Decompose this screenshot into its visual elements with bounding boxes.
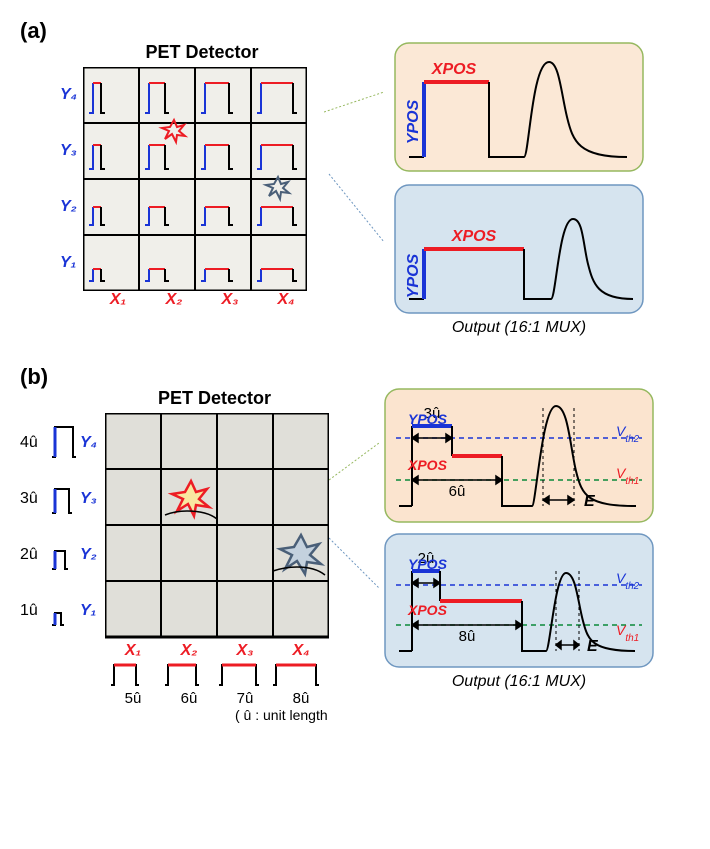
svg-text:Y₁: Y₁ bbox=[80, 602, 96, 619]
svg-text:4û: 4û bbox=[20, 434, 38, 451]
svg-text:YPOS: YPOS bbox=[408, 411, 448, 427]
svg-text:X₃: X₃ bbox=[236, 642, 254, 659]
x-label: X₃ bbox=[202, 291, 258, 309]
y-label: Y₁ bbox=[60, 254, 77, 272]
xpos-label: XPOS bbox=[451, 228, 497, 245]
output-caption-b: Output (16:1 MUX) bbox=[384, 674, 654, 690]
output-waveform-b-bot: 2û 8û E YPOS XPOS Vth2 Vth1 bbox=[384, 533, 654, 668]
svg-text:2û: 2û bbox=[20, 546, 38, 563]
x-label: X₂ bbox=[146, 291, 202, 309]
svg-text:Y₄: Y₄ bbox=[80, 434, 97, 451]
y-label: Y₃ bbox=[60, 142, 77, 160]
ypos-label: YPOS bbox=[405, 253, 422, 298]
y-label: Y₄ bbox=[60, 86, 77, 104]
panel-b-title: PET Detector bbox=[100, 388, 329, 409]
unit-legend: ( û : unit length ) bbox=[235, 707, 329, 723]
svg-text:8û: 8û bbox=[459, 628, 476, 645]
panel-a-outputs: XPOS YPOS XPOS YPOS Output (16:1 MUX) bbox=[394, 42, 644, 336]
output-waveform-top: XPOS YPOS bbox=[394, 42, 644, 172]
panel-b: (b) PET Detector 4û Y₄ bbox=[20, 366, 690, 723]
panel-a-label: (a) bbox=[20, 20, 47, 42]
connector-lines-b bbox=[329, 388, 379, 648]
panel-a-grid-svg bbox=[83, 67, 307, 291]
svg-text:Y₃: Y₃ bbox=[80, 490, 97, 507]
connector-lines bbox=[324, 42, 384, 302]
xpos-label: XPOS bbox=[431, 61, 477, 78]
x-label: X₄ bbox=[258, 291, 314, 309]
xpos-width: 6û bbox=[449, 483, 466, 500]
y-label: Y₂ bbox=[60, 198, 77, 216]
panel-b-grid-svg: X₁ X₂ X₃ X₄ 5û 6û 7û 8û ( û : unit bbox=[105, 413, 329, 723]
output-waveform-b-top: 3û 6û E YPOS XPOS Vth2 Vth1 bbox=[384, 388, 654, 523]
E-label: E bbox=[584, 493, 596, 510]
svg-text:5û: 5û bbox=[125, 690, 142, 707]
svg-text:X₄: X₄ bbox=[291, 642, 309, 659]
svg-text:X₁: X₁ bbox=[124, 642, 141, 659]
output-waveform-bot: XPOS YPOS bbox=[394, 184, 644, 314]
panel-b-grid-block: PET Detector 4û Y₄ 3û bbox=[20, 388, 329, 723]
x-label: X₁ bbox=[90, 291, 146, 309]
ypos-label: YPOS bbox=[405, 99, 422, 144]
svg-text:3û: 3û bbox=[20, 490, 38, 507]
svg-text:X₂: X₂ bbox=[180, 642, 198, 659]
panel-a-title: PET Detector bbox=[90, 42, 314, 63]
panel-b-outputs: 3û 6û E YPOS XPOS Vth2 Vth1 bbox=[384, 388, 654, 690]
svg-text:XPOS: XPOS bbox=[407, 457, 448, 473]
svg-text:8û: 8û bbox=[293, 690, 310, 707]
y-pulses: 4û Y₄ 3û Y₃ 2û Y₂ bbox=[20, 413, 105, 637]
svg-text:YPOS: YPOS bbox=[408, 556, 448, 572]
svg-text:6û: 6û bbox=[181, 690, 198, 707]
panel-b-label: (b) bbox=[20, 366, 690, 388]
svg-text:1û: 1û bbox=[20, 602, 38, 619]
panel-a: (a) PET Detector Y₄ Y₃ Y₂ Y₁ bbox=[20, 20, 690, 336]
svg-text:7û: 7û bbox=[237, 690, 254, 707]
svg-text:Y₂: Y₂ bbox=[80, 546, 97, 563]
svg-text:E: E bbox=[587, 638, 599, 655]
output-caption: Output (16:1 MUX) bbox=[394, 320, 644, 336]
panel-a-grid-block: PET Detector Y₄ Y₃ Y₂ Y₁ bbox=[60, 42, 314, 309]
svg-text:XPOS: XPOS bbox=[407, 602, 448, 618]
